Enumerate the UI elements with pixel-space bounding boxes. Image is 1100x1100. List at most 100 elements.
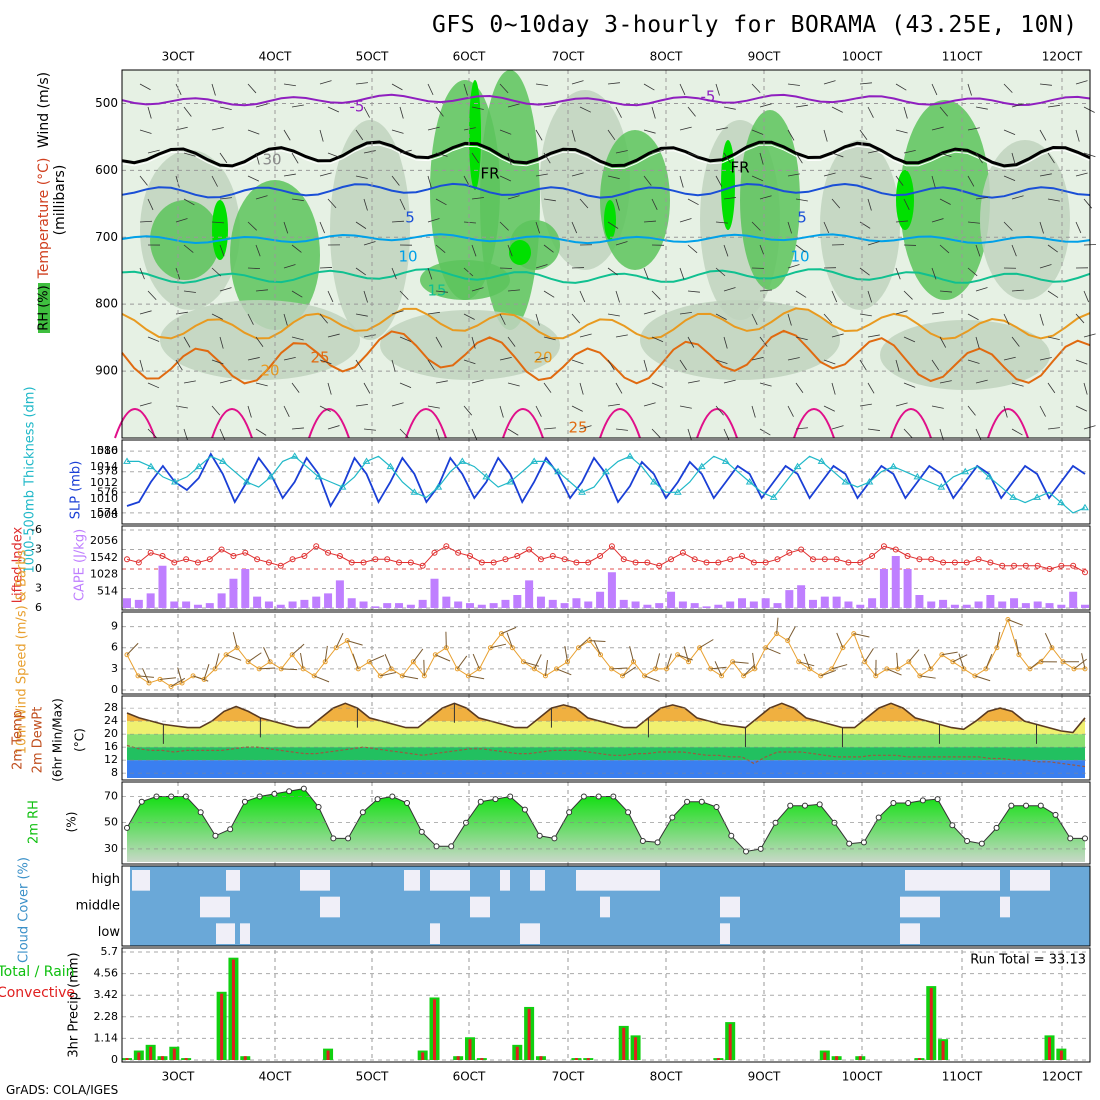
isotherm-30-bump: [890, 408, 932, 439]
wind-barb: [715, 267, 726, 277]
wind-barb: [823, 172, 836, 177]
isotherm-line: [121, 182, 1091, 199]
wind-barb: [859, 359, 867, 371]
wind-barb: [975, 287, 988, 292]
contour-label: FR: [730, 159, 749, 177]
precip-convective-bar: [480, 1058, 484, 1060]
rh-marker: [846, 840, 853, 847]
wind-barb: [607, 175, 620, 180]
thickness-marker: [458, 457, 467, 464]
bottom-x-tick: 10OCT: [842, 1070, 883, 1084]
wind-barb-10m: [765, 647, 781, 655]
wind-barb: [1083, 106, 1095, 113]
cape-bar: [962, 604, 971, 608]
wind-barb-10m: [533, 654, 542, 670]
rh-area: [127, 788, 1085, 862]
cape-bar: [264, 601, 273, 608]
lifted-index-marker: [857, 559, 864, 566]
wind-speed-marker: [1005, 617, 1011, 623]
wind-barb: [471, 152, 480, 164]
wind-barb: [427, 311, 440, 315]
temp-band: [127, 703, 1085, 722]
cape-bar: [773, 603, 782, 608]
cloud-block: [1010, 870, 1050, 891]
wind-barb: [643, 267, 649, 280]
wind-barb-10m: [435, 654, 451, 662]
wind-barb: [759, 289, 772, 292]
wind-barb: [895, 359, 900, 372]
wind-barb: [939, 198, 951, 205]
wind-barb-10m: [864, 648, 874, 663]
wind-barb-10m: [1044, 632, 1053, 648]
wind-barb: [183, 152, 196, 157]
wind-barb: [211, 175, 218, 187]
rh-marker: [345, 835, 352, 842]
wind-barb: [255, 195, 268, 200]
thickness-marker: [721, 457, 730, 464]
precip-convective-bar: [172, 1048, 176, 1060]
precip-convective-bar: [539, 1056, 543, 1060]
lifted-index-marker: [975, 556, 982, 563]
top-x-tick: 6OCT: [453, 50, 486, 64]
wind-barb-10m: [644, 675, 660, 682]
rh-marker: [1052, 811, 1059, 818]
wind-speed-marker: [642, 673, 648, 679]
cape-bar: [714, 604, 723, 608]
isotherm-30-bump: [696, 408, 738, 439]
wind-speed-marker: [1049, 645, 1055, 651]
precip-convective-bar: [220, 993, 224, 1060]
rh-marker: [639, 838, 646, 845]
rh-marker: [905, 800, 912, 807]
isotherm-30-bump: [211, 408, 253, 439]
wind-barb: [507, 428, 519, 436]
cloud-block: [300, 870, 330, 891]
wind-barb: [867, 198, 872, 211]
wind-barb: [355, 267, 366, 276]
top-x-tick: 9OCT: [748, 50, 781, 64]
wind-barb-10m: [611, 667, 628, 670]
wind-barb-10m: [666, 653, 672, 670]
bottom-x-tick: 7OCT: [552, 1070, 585, 1084]
wind-barb-10m: [506, 632, 513, 648]
wind-barb-10m: [259, 667, 276, 670]
lifted-index-marker: [206, 556, 213, 563]
top-x-tick: 12OCT: [1042, 50, 1083, 64]
wind-barb: [327, 290, 334, 303]
wind-speed-marker: [289, 652, 295, 658]
wind-barb: [1047, 290, 1059, 298]
wind-barb: [831, 152, 844, 158]
temp-tick: 16: [104, 740, 118, 753]
wind-barb: [139, 220, 153, 223]
wind-barb: [175, 359, 183, 371]
wind-barb: [543, 427, 556, 430]
wind-barb-10m: [683, 646, 690, 662]
wind-barb: [211, 221, 224, 224]
rh-marker: [1067, 835, 1074, 842]
cape-bar: [146, 593, 155, 608]
top-x-tick: 11OCT: [942, 50, 983, 64]
wind-speed-marker: [432, 652, 438, 658]
wind-barb: [535, 357, 548, 361]
wind-barb-10m: [996, 631, 1001, 648]
lifted-index-marker: [916, 556, 923, 563]
rh-shading-16: [150, 200, 220, 280]
temp-tick: 28: [104, 701, 118, 714]
cape-bar: [513, 595, 522, 608]
wind-barb: [931, 83, 938, 96]
lifted-index-marker: [798, 546, 805, 553]
wind-barb: [571, 405, 583, 412]
wind-barb: [183, 290, 196, 293]
cape-bar: [288, 601, 297, 608]
wind-barb: [967, 313, 979, 321]
wind-barb: [903, 106, 908, 119]
wind-barb: [795, 290, 807, 298]
lifted-index-marker: [762, 559, 769, 566]
rh-marker: [934, 796, 941, 803]
wind-barb: [147, 428, 157, 438]
wind-barb: [255, 103, 268, 108]
precip-convective-bar: [456, 1056, 460, 1060]
wind-barb: [1047, 427, 1060, 430]
cloud-block: [240, 923, 250, 944]
